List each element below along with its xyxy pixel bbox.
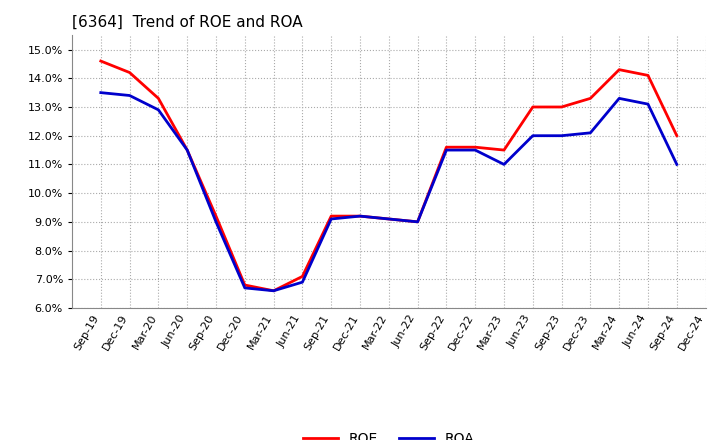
ROE [154, 96, 163, 101]
ROA [240, 285, 249, 290]
ROE [528, 104, 537, 110]
ROE [500, 147, 508, 153]
ROE [327, 213, 336, 219]
ROE [442, 145, 451, 150]
ROE [471, 145, 480, 150]
ROA [125, 93, 134, 98]
ROE [586, 96, 595, 101]
ROE [96, 59, 105, 64]
ROE [384, 216, 393, 222]
ROA [96, 90, 105, 95]
ROE [672, 133, 681, 138]
ROA [615, 96, 624, 101]
ROA [327, 216, 336, 222]
Line: ROA: ROA [101, 93, 677, 291]
ROE [557, 104, 566, 110]
ROA [586, 130, 595, 136]
ROE [298, 274, 307, 279]
ROA [672, 162, 681, 167]
ROA [442, 147, 451, 153]
Text: [6364]  Trend of ROE and ROA: [6364] Trend of ROE and ROA [72, 15, 302, 30]
Line: ROE: ROE [101, 61, 677, 291]
ROE [356, 213, 364, 219]
ROE [615, 67, 624, 72]
ROA [154, 107, 163, 113]
ROA [269, 288, 278, 293]
ROA [500, 162, 508, 167]
ROA [528, 133, 537, 138]
ROA [471, 147, 480, 153]
ROA [557, 133, 566, 138]
ROA [356, 213, 364, 219]
ROA [183, 147, 192, 153]
ROE [183, 147, 192, 153]
ROE [125, 70, 134, 75]
ROA [644, 102, 652, 107]
ROE [413, 219, 422, 224]
ROE [240, 282, 249, 288]
ROA [384, 216, 393, 222]
ROE [212, 213, 220, 219]
ROA [212, 219, 220, 224]
ROA [413, 219, 422, 224]
ROE [269, 288, 278, 293]
ROE [644, 73, 652, 78]
Legend: ROE, ROA: ROE, ROA [297, 426, 480, 440]
ROA [298, 279, 307, 285]
